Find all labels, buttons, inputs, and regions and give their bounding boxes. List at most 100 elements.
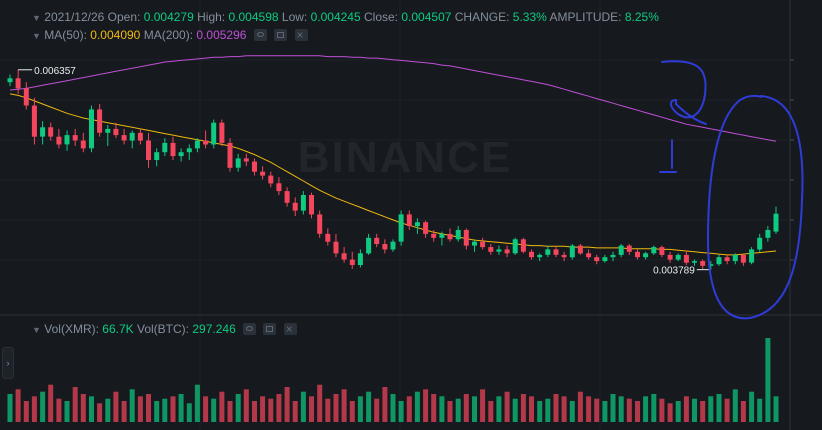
vol-xmr-value: 66.7K xyxy=(102,322,134,336)
volume-bar xyxy=(667,403,673,422)
candle-body xyxy=(89,109,94,149)
candle-body xyxy=(529,251,534,258)
low-value: 0.004245 xyxy=(310,10,361,24)
chevron-down-icon[interactable]: ▼ xyxy=(32,31,41,41)
close-icon[interactable] xyxy=(283,321,297,337)
volume-bar xyxy=(105,398,111,422)
open-label: Open: xyxy=(107,10,141,24)
candle-body xyxy=(496,249,502,252)
max-price-label: 0.006357 xyxy=(34,66,76,77)
close-icon[interactable] xyxy=(294,27,308,43)
settings-icon[interactable] xyxy=(274,29,288,41)
candle-body xyxy=(56,136,62,145)
eye-icon[interactable] xyxy=(243,323,257,335)
chevron-down-icon[interactable]: ▼ xyxy=(32,325,41,335)
volume-bar xyxy=(643,396,649,422)
volume-bar xyxy=(439,396,445,422)
volume-bar xyxy=(577,391,583,422)
candle-body xyxy=(300,195,306,211)
volume-bar xyxy=(162,398,168,422)
candle-body xyxy=(488,247,494,252)
candle-body xyxy=(431,233,437,238)
candle-body xyxy=(80,140,86,149)
volume-bar xyxy=(651,394,657,422)
candle-body xyxy=(162,142,168,153)
candle-body xyxy=(675,254,681,260)
candle-body xyxy=(48,127,54,137)
volume-bar xyxy=(268,398,274,422)
volume-bar xyxy=(610,394,616,422)
candle-body xyxy=(626,245,632,252)
volume-bar xyxy=(537,401,543,422)
close-label: Close: xyxy=(364,10,399,24)
volume-bar xyxy=(455,398,461,422)
candle-body xyxy=(227,142,233,168)
volume-bar xyxy=(170,396,176,422)
candle-body xyxy=(773,213,779,232)
volume-bar xyxy=(569,401,575,422)
volume-bar xyxy=(129,389,135,422)
volume-bar xyxy=(64,401,70,422)
candle-body xyxy=(667,254,673,260)
candle-body xyxy=(105,128,111,133)
candle-body xyxy=(398,214,404,242)
volume-bar xyxy=(692,398,697,422)
volume-bar xyxy=(488,401,494,422)
candle-body xyxy=(602,257,608,262)
volume-bar xyxy=(602,401,608,422)
volume-bar xyxy=(447,401,453,422)
candle-body xyxy=(594,257,600,262)
volume-bar xyxy=(137,396,143,422)
settings-icon[interactable] xyxy=(263,323,277,335)
volume-bar xyxy=(472,396,477,422)
volume-bar xyxy=(480,389,486,422)
candle-body xyxy=(243,158,249,162)
volume-bar xyxy=(406,396,412,422)
panel-expand-button[interactable]: › xyxy=(2,347,14,379)
candle-body xyxy=(561,254,567,258)
candle-body xyxy=(178,152,184,157)
candle-body xyxy=(252,161,257,172)
candle-body xyxy=(553,249,559,255)
candle-body xyxy=(366,237,372,254)
volume-bar xyxy=(724,398,730,422)
candle-body xyxy=(7,78,13,83)
high-value: 0.004598 xyxy=(228,10,279,24)
candle-body xyxy=(716,257,722,265)
volume-bar xyxy=(398,401,404,422)
volume-bar xyxy=(211,398,217,422)
candle-body xyxy=(309,195,314,215)
volume-bar xyxy=(121,401,127,422)
volume-bar xyxy=(317,384,323,422)
volume-bar xyxy=(635,401,640,422)
change-value: 5.33% xyxy=(512,10,547,24)
volume-bar xyxy=(72,387,78,422)
ma50-label: MA(50): xyxy=(44,28,87,42)
high-label: High: xyxy=(197,10,226,24)
volume-bar xyxy=(56,398,62,422)
volume-bar xyxy=(675,401,681,422)
candle-body xyxy=(40,127,46,137)
volume-bar xyxy=(260,396,266,422)
volume-bar xyxy=(382,387,388,422)
volume-bar xyxy=(146,394,151,422)
candle-body xyxy=(72,135,78,141)
volume-bar xyxy=(203,396,209,422)
close-value: 0.004507 xyxy=(401,10,452,24)
amplitude-value: 8.25% xyxy=(624,10,659,24)
volume-bar xyxy=(423,389,429,422)
volume-bar xyxy=(390,394,396,422)
chevron-down-icon[interactable]: ▼ xyxy=(32,13,41,23)
volume-bar xyxy=(89,396,94,422)
volume-bar xyxy=(496,396,502,422)
candle-body xyxy=(203,140,209,145)
candle-body xyxy=(292,202,298,211)
ohlc-header: ▼ 2021/12/26 Open: 0.004279 High: 0.0045… xyxy=(30,9,659,26)
candle-body xyxy=(520,239,526,252)
volume-bar xyxy=(512,398,518,422)
volume-bar xyxy=(186,403,192,422)
volume-bar xyxy=(716,394,722,422)
candle-body xyxy=(137,132,143,141)
eye-icon[interactable] xyxy=(253,29,267,41)
